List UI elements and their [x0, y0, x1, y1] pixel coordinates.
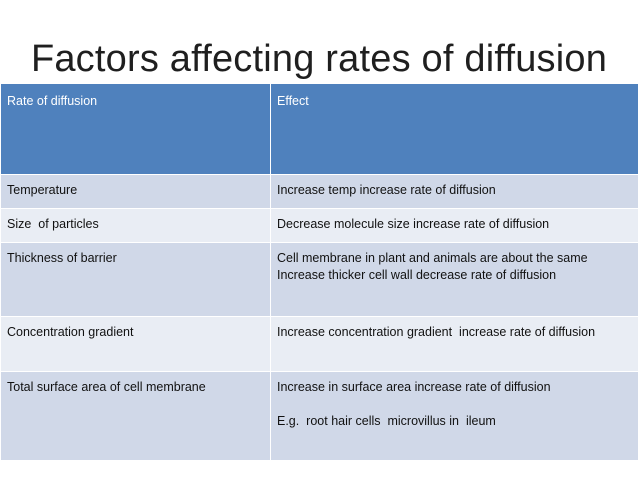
table-row: Temperature Increase temp increase rate … — [0, 174, 638, 209]
effect-cell: Increase temp increase rate of diffusion — [270, 174, 638, 209]
effect-cell: Increase concentration gradient increase… — [270, 316, 638, 372]
effect-cell: Decrease molecule size increase rate of … — [270, 208, 638, 243]
header-cell-effect: Effect — [270, 83, 638, 175]
effect-line: Increase in surface area increase rate o… — [277, 380, 551, 394]
table-row: Concentration gradient Increase concentr… — [0, 316, 638, 372]
table-header-row: Rate of diffusion Effect — [0, 83, 638, 175]
diffusion-factors-table: Rate of diffusion Effect Temperature Inc… — [0, 83, 638, 461]
factor-cell: Thickness of barrier — [0, 242, 271, 317]
effect-line: Increase concentration gradient increase… — [277, 325, 596, 339]
slide-title: Factors affecting rates of diffusion — [30, 38, 608, 80]
effect-line: E.g. root hair cells microvillus in ileu… — [277, 414, 496, 428]
effect-line: Decrease molecule size increase rate of … — [277, 217, 550, 231]
table-row: Size of particles Decrease molecule size… — [0, 208, 638, 243]
factor-cell: Total surface area of cell membrane — [0, 371, 271, 461]
factor-cell: Size of particles — [0, 208, 271, 243]
effect-cell: Cell membrane in plant and animals are a… — [270, 242, 638, 317]
effect-line: Increase temp increase rate of diffusion — [277, 183, 496, 197]
table-row: Thickness of barrier Cell membrane in pl… — [0, 242, 638, 317]
factor-cell: Temperature — [0, 174, 271, 209]
effect-blank-line — [277, 396, 632, 413]
effect-line: Increase thicker cell wall decrease rate… — [277, 268, 557, 282]
header-cell-factor: Rate of diffusion — [0, 83, 271, 175]
effect-line: Cell membrane in plant and animals are a… — [277, 251, 588, 265]
table-row: Total surface area of cell membrane Incr… — [0, 371, 638, 461]
factor-cell: Concentration gradient — [0, 316, 271, 372]
effect-cell: Increase in surface area increase rate o… — [270, 371, 638, 461]
